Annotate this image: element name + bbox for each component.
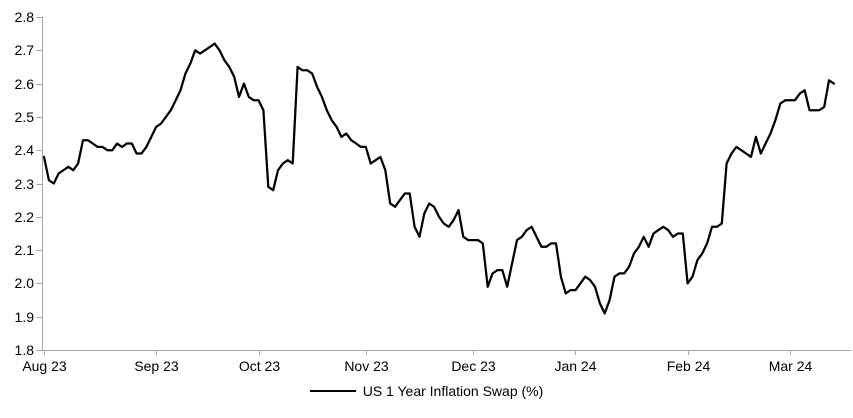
y-tick-label: 2.6 [15, 76, 35, 92]
y-tick-label: 2.2 [15, 209, 35, 225]
y-tick-label: 1.8 [15, 342, 35, 358]
y-tick-label: 2.0 [15, 275, 35, 291]
y-axis [36, 17, 43, 351]
x-axis [42, 350, 851, 355]
x-tick-label: Sep 23 [134, 358, 179, 374]
y-tick-label: 2.1 [15, 242, 35, 258]
x-tick-label: Feb 24 [667, 358, 711, 374]
legend: US 1 Year Inflation Swap (%) [0, 381, 853, 401]
legend-label: US 1 Year Inflation Swap (%) [362, 383, 544, 399]
y-tick-label: 2.3 [15, 176, 35, 192]
x-tick-label: Nov 23 [344, 358, 389, 374]
y-tick-label: 2.8 [15, 9, 35, 25]
x-axis-labels: Aug 23 Sep 23 Oct 23 Nov 23 Dec 23 Jan 24 Feb … [22, 358, 812, 374]
y-tick-label: 2.4 [15, 142, 35, 158]
x-tick-label: Jan 24 [554, 358, 596, 374]
x-tick-label: Mar 24 [769, 358, 813, 374]
x-tick-label: Oct 23 [239, 358, 280, 374]
y-tick-label: 2.5 [15, 109, 35, 125]
x-tick-label: Aug 23 [22, 358, 67, 374]
y-tick-label: 1.9 [15, 309, 35, 325]
y-tick-label: 2.7 [15, 42, 35, 58]
y-axis-labels: 1.8 1.9 2.0 2.1 2.2 2.3 2.4 2.5 2.6 2.7 2.8 [15, 9, 35, 358]
legend-line-marker [309, 390, 356, 392]
series-line-us-1y-inflation-swap [42, 42, 836, 315]
x-tick-label: Dec 23 [451, 358, 496, 374]
